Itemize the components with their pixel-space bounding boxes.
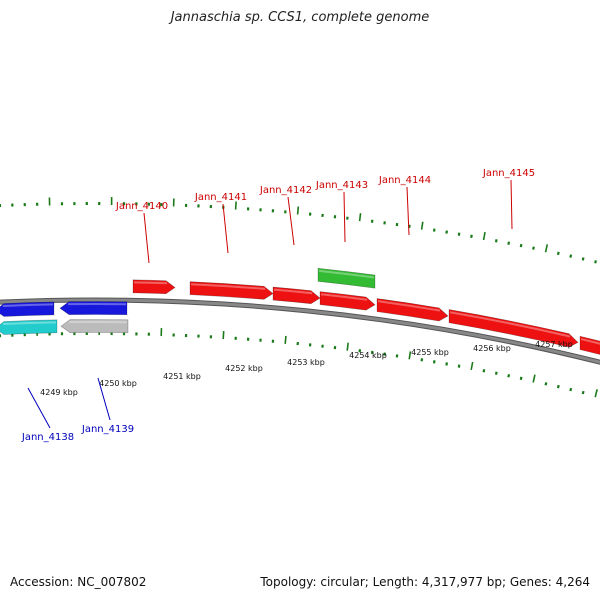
- inner-minor-tick: [507, 374, 511, 378]
- gene-jann-4141-sheen: [190, 283, 266, 290]
- inner-minor-tick: [482, 369, 486, 373]
- gene-jann-4139[interactable]: [60, 319, 129, 334]
- gene-jann-4140-leader: [143, 212, 150, 264]
- inner-minor-tick: [556, 384, 560, 389]
- gene-forward-under-4143[interactable]: [319, 291, 376, 311]
- inner-major-tick: [470, 361, 474, 371]
- outer-minor-tick: [494, 239, 498, 243]
- inner-major-tick: [222, 330, 225, 340]
- gene-jann-4144-label[interactable]: Jann_4144: [378, 175, 431, 186]
- gene-jann-4139-label[interactable]: Jann_4139: [81, 424, 134, 435]
- gene-jann-4145-sheen: [449, 311, 571, 338]
- gene-unlabeled-10[interactable]: [579, 335, 600, 355]
- gene-jann-4138[interactable]: [0, 319, 58, 335]
- gene-jann-4138-sheen: [2, 321, 57, 326]
- gene-jann-4140-sheen: [133, 281, 168, 285]
- outer-major-tick: [234, 201, 237, 210]
- gene-unlabeled-10-sheen: [580, 338, 600, 345]
- inner-minor-tick: [494, 371, 498, 375]
- gene-unlabeled-2[interactable]: [0, 301, 55, 317]
- gene-jann-4138-label[interactable]: Jann_4138: [21, 432, 74, 443]
- outer-minor-tick: [569, 254, 573, 258]
- kbp-label: 4251 kbp: [163, 372, 201, 381]
- outer-minor-tick: [581, 257, 585, 261]
- gene-labels: Jann_4138 Jann_4139 Jann_4140 Jann_4141 Jann…: [21, 168, 535, 443]
- genome-backbone: [0, 297, 600, 365]
- inner-minor-tick: [544, 382, 548, 386]
- tick-marks: [0, 197, 598, 398]
- gene-jann-4140[interactable]: [132, 279, 176, 295]
- kbp-label: 4250 kbp: [99, 379, 137, 388]
- gene-jann-4142-sheen: [273, 288, 313, 295]
- inner-major-tick: [594, 389, 598, 398]
- gene-unlabeled-3[interactable]: [59, 301, 128, 316]
- inner-major-tick: [532, 374, 536, 383]
- gene-forward-under-4143-sheen: [320, 293, 368, 301]
- inner-minor-tick: [445, 362, 448, 366]
- gene-track: [0, 267, 600, 355]
- gene-jann-4142-leader: [287, 196, 295, 246]
- outer-minor-tick: [594, 260, 597, 264]
- gene-jann-4140-label[interactable]: Jann_4140: [115, 201, 168, 212]
- outer-minor-tick: [532, 246, 535, 250]
- gene-jann-4142[interactable]: [272, 286, 321, 305]
- outer-major-tick: [420, 221, 424, 230]
- gene-jann-4141-label[interactable]: Jann_4141: [194, 192, 247, 203]
- outer-minor-tick: [470, 234, 473, 238]
- backbone-line: [0, 298, 600, 364]
- gene-jann-4145[interactable]: [448, 309, 579, 348]
- kbp-label: 4255 kbp: [411, 348, 449, 357]
- gene-jann-4141[interactable]: [189, 281, 274, 300]
- kbp-label: 4256 kbp: [473, 344, 511, 353]
- outer-minor-tick: [507, 241, 511, 245]
- kbp-label: 4254 kbp: [349, 351, 387, 360]
- gene-label-leaders: [27, 179, 513, 429]
- outer-major-tick: [544, 244, 549, 253]
- gene-jann-4144-sheen: [377, 300, 441, 312]
- genome-title: Jannaschia sp. CCS1, complete genome: [170, 10, 430, 25]
- gene-jann-4139-leader: [97, 377, 111, 421]
- outer-minor-tick: [457, 232, 461, 236]
- gene-unlabeled-2-sheen: [2, 303, 54, 308]
- gene-jann-4143-label[interactable]: Jann_4143: [315, 180, 368, 191]
- gene-jann-4138-leader: [27, 387, 51, 429]
- outer-major-tick: [296, 206, 300, 215]
- inner-major-tick: [284, 335, 287, 344]
- gene-jann-4145-leader: [510, 179, 513, 230]
- gene-jann-4143-sheen: [318, 269, 375, 279]
- kbp-label: 4257 kbp: [535, 340, 573, 349]
- gene-jann-4142-label[interactable]: Jann_4142: [259, 185, 312, 196]
- kbp-label: 4252 kbp: [225, 364, 263, 373]
- gene-jann-4143-leader: [343, 191, 346, 243]
- gene-jann-4143[interactable]: [317, 267, 376, 289]
- outer-minor-tick: [519, 243, 523, 248]
- outer-major-tick: [358, 213, 362, 222]
- inner-major-tick: [346, 342, 349, 351]
- gene-jann-4144-leader: [406, 186, 410, 236]
- inner-minor-tick: [519, 376, 523, 381]
- kbp-label: 4253 kbp: [287, 358, 325, 367]
- inner-major-tick: [408, 351, 412, 360]
- outer-minor-tick: [556, 251, 560, 256]
- kbp-label: 4249 kbp: [40, 388, 78, 397]
- genome-summary-text: Topology: circular; Length: 4,317,977 bp…: [260, 575, 590, 589]
- inner-minor-tick: [581, 390, 585, 395]
- gene-jann-4145-label[interactable]: Jann_4145: [482, 168, 535, 179]
- inner-minor-tick: [569, 387, 573, 392]
- gene-jann-4141-leader: [222, 203, 229, 254]
- gene-jann-4144[interactable]: [376, 298, 449, 322]
- kbp-scale-labels: 4249 kbp 4250 kbp 4251 kbp 4252 kbp 4253 kbp…: [40, 340, 573, 397]
- outer-major-tick: [482, 231, 486, 241]
- accession-text: Accession: NC_007802: [10, 575, 147, 589]
- inner-minor-tick: [457, 364, 461, 368]
